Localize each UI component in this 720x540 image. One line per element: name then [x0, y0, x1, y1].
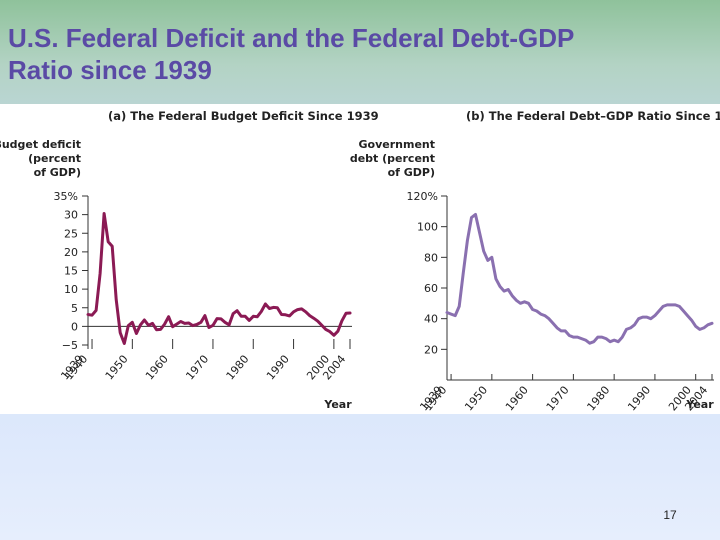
- chart-title: (a) The Federal Budget Deficit Since 193…: [108, 109, 379, 123]
- y-axis-label-line: Budget deficit: [0, 138, 81, 151]
- x-tick-label: 1960: [143, 353, 171, 383]
- y-tick-label: 80: [424, 251, 438, 264]
- x-tick-label: 1970: [183, 353, 211, 383]
- y-tick-label: 40: [424, 313, 438, 326]
- y-axis-label-line: of GDP): [388, 166, 435, 179]
- chart-b: (b) The Federal Debt–GDP Ratio Since 193…: [350, 109, 720, 413]
- x-tick-label: 1950: [103, 353, 131, 383]
- y-tick-label: 30: [64, 209, 78, 222]
- y-tick-label: 35%: [54, 190, 78, 203]
- chart-a: (a) The Federal Budget Deficit Since 193…: [0, 109, 379, 411]
- y-tick-label: −5: [62, 339, 78, 352]
- y-tick-label: 100: [417, 221, 438, 234]
- x-tick-label: 1950: [462, 384, 490, 414]
- y-axis-label-line: Government: [359, 138, 435, 151]
- charts-svg: (a) The Federal Budget Deficit Since 193…: [0, 109, 720, 413]
- slide-title-line-1: U.S. Federal Deficit and the Federal Deb…: [8, 23, 575, 53]
- y-tick-label: 15: [64, 265, 78, 278]
- x-axis-label: Year: [323, 398, 352, 411]
- y-tick-label: 60: [424, 282, 438, 295]
- y-tick-label: 10: [64, 283, 78, 296]
- x-axis-label: Year: [685, 398, 714, 411]
- y-tick-label: 0: [71, 320, 78, 333]
- y-tick-label: 20: [64, 246, 78, 259]
- y-tick-label: 20: [424, 343, 438, 356]
- y-tick-label: 5: [71, 302, 78, 315]
- y-axis-label-line: (percent: [28, 152, 81, 165]
- chart-title: (b) The Federal Debt–GDP Ratio Since 193…: [466, 109, 720, 123]
- x-tick-label: 1960: [503, 384, 531, 414]
- y-tick-label: 25: [64, 227, 78, 240]
- series-line: [445, 212, 714, 345]
- series-line: [86, 212, 352, 345]
- y-axis-label-line: debt (percent: [350, 152, 435, 165]
- x-tick-label: 1980: [224, 353, 252, 383]
- page-number: 17: [663, 508, 677, 522]
- x-tick-label: 1970: [544, 384, 572, 414]
- x-tick-label: 1990: [264, 353, 292, 383]
- figure-panel: (a) The Federal Budget Deficit Since 193…: [0, 104, 720, 414]
- x-tick-label: 1980: [584, 384, 612, 414]
- y-axis-label-line: of GDP): [34, 166, 81, 179]
- slide-title-line-2: Ratio since 1939: [8, 55, 212, 85]
- y-tick-label: 120%: [407, 190, 438, 203]
- x-tick-label: 1990: [625, 384, 653, 414]
- slide-title: U.S. Federal Deficit and the Federal Deb…: [8, 22, 708, 86]
